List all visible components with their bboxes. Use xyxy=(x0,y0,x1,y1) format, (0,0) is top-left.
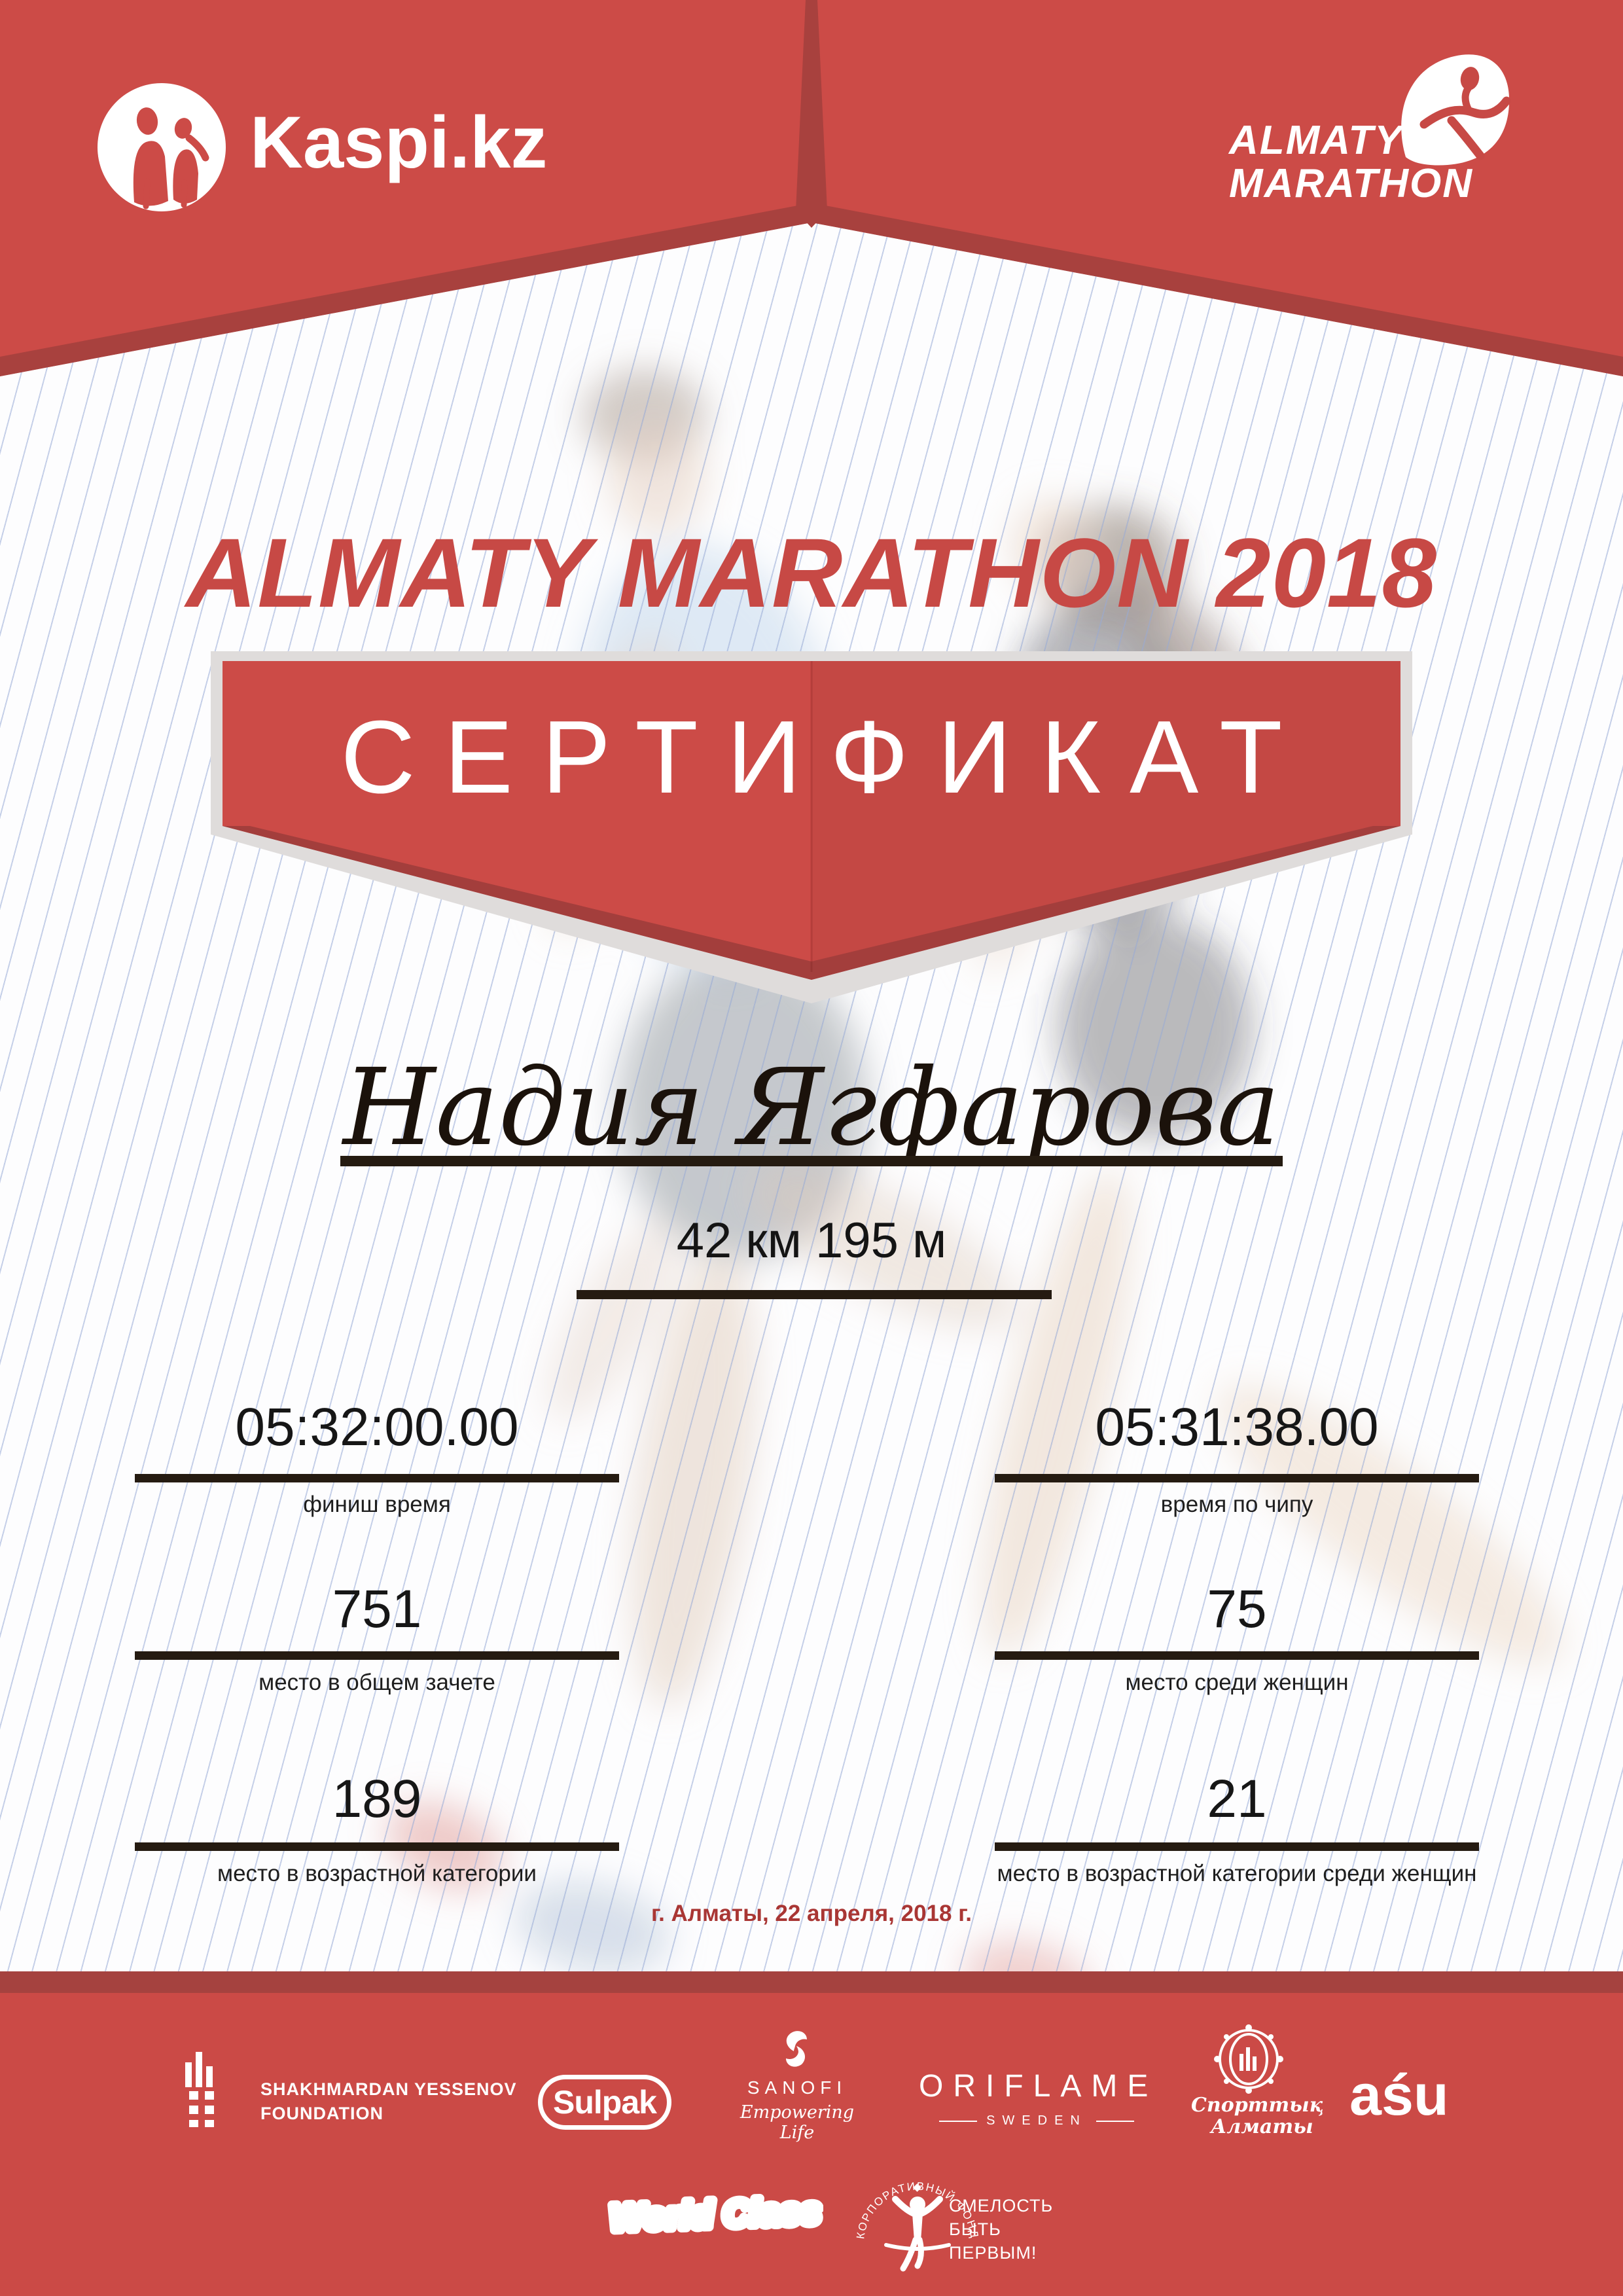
sport-almaty-line2: Алматы xyxy=(1211,2115,1313,2138)
stat-overall-place: 751 xyxy=(135,1583,619,1636)
certificate-pennant xyxy=(211,651,1412,1003)
stat-underline xyxy=(135,1651,619,1660)
sport-almaty-line1: Спорттық xyxy=(1191,2094,1323,2117)
stat-label: финиш время xyxy=(303,1492,451,1517)
stat-value: 751 xyxy=(332,1579,422,1639)
event-title: ALMATY MARATHON 2018 xyxy=(186,518,1437,628)
sulpak-logo-text: Sulpak xyxy=(553,2084,657,2121)
stat-value: 05:32:00.00 xyxy=(235,1397,519,1457)
yessenov-line1: SHAKHMARDAN YESSENOV xyxy=(260,2079,517,2099)
stat-age-place: 189 xyxy=(135,1772,619,1826)
fund-runner-legs xyxy=(900,2236,924,2272)
distance-underline xyxy=(577,1290,1052,1299)
stat-overall-place-label: место в общем зачете xyxy=(135,1670,619,1696)
pennant-bevel-right xyxy=(812,826,1400,980)
stat-age-women-place-rule xyxy=(995,1842,1479,1851)
stat-underline xyxy=(995,1474,1479,1482)
stat-age-women-place: 21 xyxy=(995,1772,1479,1826)
stat-label: место в возрастной категории xyxy=(217,1861,537,1886)
stat-label: место в возрастной категории среди женщи… xyxy=(997,1861,1477,1886)
oriflame-sub-text: SWEDEN xyxy=(986,2113,1087,2128)
corporate-fund-logo: КОРПОРАТИВНЫЙ ФОНД xyxy=(854,2180,980,2272)
stat-value: 05:31:38.00 xyxy=(1095,1397,1379,1457)
asu-logo-text: aśu xyxy=(1349,2062,1449,2127)
stat-women-place: 75 xyxy=(995,1583,1479,1636)
almaty-marathon-logo-text: ALMATY MARATHON xyxy=(1229,119,1473,206)
fund-runner-head xyxy=(910,2197,925,2212)
world-class-logo: World Class xyxy=(607,2185,823,2242)
stat-overall-place-rule xyxy=(135,1651,619,1660)
fund-star xyxy=(913,2183,921,2192)
stat-age-place-label: место в возрастной категории xyxy=(135,1861,619,1887)
footer-band xyxy=(0,1993,1623,2296)
pennant-bevel-left xyxy=(223,826,812,980)
stat-label: место в общем зачете xyxy=(259,1670,495,1695)
yessenov-foundation-text: SHAKHMARDAN YESSENOV FOUNDATION xyxy=(260,2077,517,2126)
fund-slogan-line3: ПЕРВЫМ! xyxy=(949,2243,1037,2263)
distance-value: 42 км 195 м xyxy=(676,1213,947,1268)
stat-age-women-place-label: место в возрастной категории среди женщи… xyxy=(995,1861,1479,1887)
date-location: г. Алматы, 22 апреля, 2018 г. xyxy=(651,1901,972,1926)
oriflame-rule-left xyxy=(939,2120,978,2122)
kaspi-logo-icon xyxy=(98,83,226,211)
oriflame-sub-row: SWEDEN xyxy=(919,2113,1154,2128)
marathon-runner-icon xyxy=(1401,54,1511,166)
stat-finish-time-rule xyxy=(135,1474,619,1482)
footer-top-strip xyxy=(0,1971,1623,1993)
stat-chip-time-rule xyxy=(995,1474,1479,1482)
yessenov-foundation-icon xyxy=(185,2052,214,2127)
stat-underline xyxy=(135,1474,619,1482)
header-banner xyxy=(0,0,1623,376)
certificate-banner-text: СЕРТИФИКАТ xyxy=(340,700,1311,815)
stat-label: время по чипу xyxy=(1160,1492,1313,1517)
stat-underline xyxy=(995,1651,1479,1660)
stat-value: 189 xyxy=(332,1769,422,1829)
oriflame-rule-right xyxy=(1096,2120,1134,2122)
stat-finish-time-label: финиш время xyxy=(135,1492,619,1518)
fund-slogan-line2: БЫТЬ xyxy=(949,2219,1001,2239)
stat-women-place-label: место среди женщин xyxy=(995,1670,1479,1696)
sport-almaty-text: Спорттық Алматы xyxy=(1191,2094,1323,2138)
stat-label: место среди женщин xyxy=(1125,1670,1349,1695)
stat-underline xyxy=(135,1842,619,1851)
stat-women-place-rule xyxy=(995,1651,1479,1660)
oriflame-logo-text: ORIFLAME xyxy=(919,2069,1158,2104)
stat-finish-time: 05:32:00.00 xyxy=(135,1401,619,1454)
almaty-marathon-logo-line1: ALMATY xyxy=(1229,118,1403,163)
stat-value: 21 xyxy=(1207,1769,1267,1829)
sanofi-bird-icon xyxy=(786,2031,807,2067)
stat-age-place-rule xyxy=(135,1842,619,1851)
recipient-name: Надия Ягфарова xyxy=(343,1047,1280,1170)
world-class-logo-text: World Class xyxy=(609,2189,822,2238)
stat-value: 75 xyxy=(1207,1579,1267,1639)
sanofi-logo-text: SANOFI xyxy=(747,2077,847,2098)
stat-chip-time: 05:31:38.00 xyxy=(995,1401,1479,1454)
almaty-marathon-logo-line2: MARATHON xyxy=(1229,161,1474,206)
kaspi-logo-text: Kaspi.kz xyxy=(250,101,548,183)
sulpak-logo: Sulpak xyxy=(538,2075,671,2130)
name-underline xyxy=(340,1156,1283,1166)
sanofi-logo: SANOFI Empowering Life xyxy=(732,2029,863,2143)
fund-finish-ribbon xyxy=(884,2243,951,2251)
sport-almaty-icon xyxy=(1214,2024,1283,2094)
fund-slogan: СМЕЛОСТЬ БЫТЬ ПЕРВЫМ! xyxy=(949,2194,1053,2265)
yessenov-line2: FOUNDATION xyxy=(260,2104,383,2123)
stat-chip-time-label: время по чипу xyxy=(995,1492,1479,1518)
fund-slogan-line1: СМЕЛОСТЬ xyxy=(949,2196,1054,2215)
oriflame-logo: ORIFLAME SWEDEN xyxy=(919,2068,1154,2128)
sanofi-tagline: Empowering Life xyxy=(740,2102,855,2143)
header-center-needle xyxy=(796,0,827,228)
fund-runner-torso xyxy=(912,2214,923,2241)
stat-underline xyxy=(995,1842,1479,1851)
